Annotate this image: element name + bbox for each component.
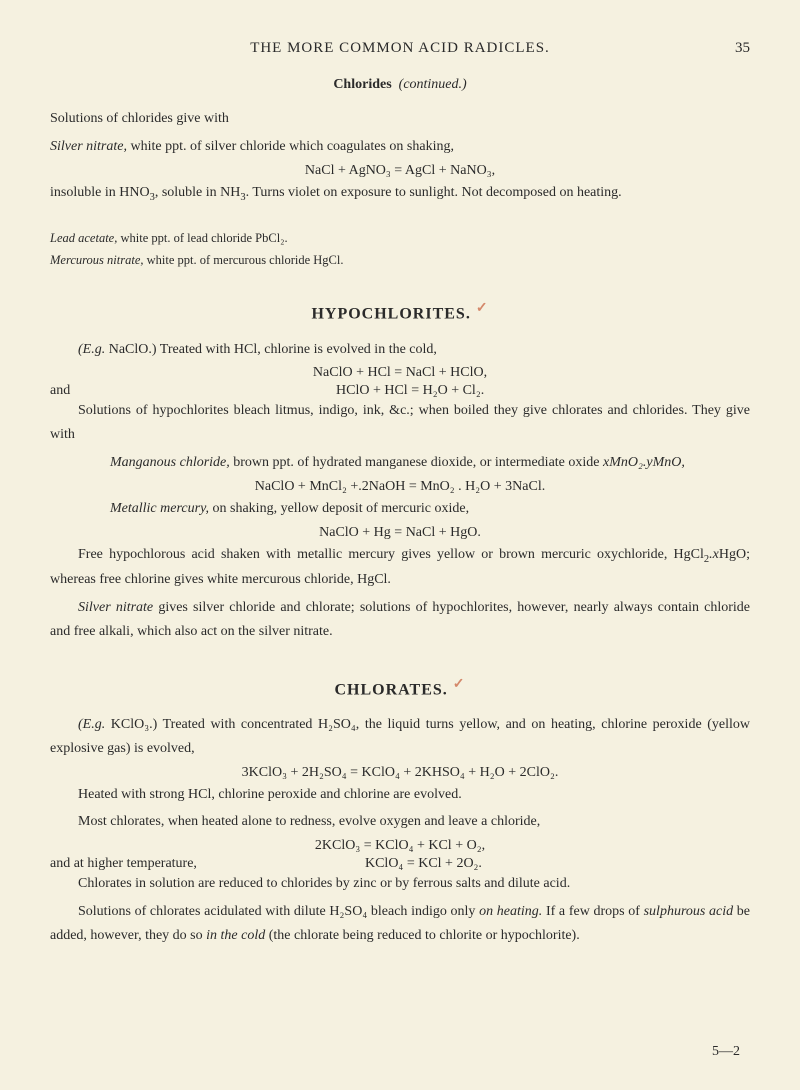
- hypochlorites-title-text: HYPOCHLORITES.: [311, 306, 470, 323]
- mercurous-nitrate-para: Mercurous nitrate, white ppt. of mercuro…: [50, 250, 750, 270]
- chlorates-eg-salt: KClO₃.): [105, 717, 157, 732]
- chlorides-subtitle: (continued.): [399, 77, 467, 92]
- chlorides-heading: Chlorides (continued.): [50, 77, 750, 93]
- hypo-eg-salt: NaClO.): [105, 342, 156, 357]
- hypo-eg-label: (E.g.: [78, 342, 105, 357]
- acid-ital3: in the cold: [206, 928, 265, 943]
- hypo-eg-para: (E.g. NaClO.) Treated with HCl, chlorine…: [50, 338, 750, 362]
- metallic-label: Metallic mercury,: [110, 501, 209, 516]
- chlorates-eq1: 3KClO₃ + 2H₂SO₄ = KClO₄ + 2KHSO₄ + H₂O +…: [50, 765, 750, 781]
- hypo-eg-text: Treated with HCl, chlorine is evolved in…: [157, 342, 437, 357]
- silver-nitrate-para: Silver nitrate, white ppt. of silver chl…: [50, 135, 750, 159]
- check-icon-2: ✓: [453, 677, 466, 692]
- insoluble-pre: insoluble in HNO: [50, 185, 150, 200]
- insoluble-mid: , soluble in NH: [155, 185, 241, 200]
- free-hypo-para: Free hypochlorous acid shaken with metal…: [50, 543, 750, 592]
- chlorates-eg-para: (E.g. KClO₃.) Treated with concentrated …: [50, 713, 750, 761]
- chlorates-eq2: 2KClO₃ = KClO₄ + KCl + O₂,: [50, 838, 750, 854]
- hypo-eq4: NaClO + Hg = NaCl + HgO.: [50, 525, 750, 541]
- silver-nitrate-label: Silver nitrate,: [50, 139, 127, 154]
- hypochlorites-heading: HYPOCHLORITES. ✓: [50, 300, 750, 323]
- chlorates-heated: Heated with strong HCl, chlorine peroxid…: [50, 783, 750, 807]
- bottom-mark: 5—2: [712, 1044, 740, 1060]
- free-part1: Free hypochlorous acid shaken with metal…: [78, 547, 704, 562]
- chlorates-most: Most chlorates, when heated alone to red…: [50, 810, 750, 834]
- lead-acetate-label: Lead acetate,: [50, 231, 117, 245]
- manganous-formula: xMnO₂.yMnO,: [603, 455, 685, 470]
- acid-part1: Solutions of chlorates acidulated with d…: [78, 904, 479, 919]
- acid-part4: (the chlorate being reduced to chlorite …: [265, 928, 580, 943]
- hypo-eq2: HClO + HCl = H₂O + Cl₂.: [70, 383, 750, 399]
- acid-ital1: on heating.: [479, 904, 542, 919]
- manganous-para: Manganous chloride, brown ppt. of hydrat…: [50, 451, 750, 475]
- insoluble-post: . Turns violet on exposure to sunlight. …: [246, 185, 622, 200]
- chlorates-higher-eq: KClO₄ = KCl + 2O₂.: [147, 856, 700, 872]
- chlorates-title-text: CHLORATES.: [334, 681, 447, 698]
- acid-ital2: sulphurous acid: [644, 904, 734, 919]
- page-number: 35: [735, 40, 750, 57]
- chlorates-eg-label: (E.g.: [78, 717, 105, 732]
- check-icon: ✓: [476, 301, 489, 316]
- acid-part2: If a few drops of: [542, 904, 643, 919]
- lead-acetate-text: white ppt. of lead chloride PbCl₂.: [117, 231, 287, 245]
- chlorates-acidulated: Solutions of chlorates acidulated with d…: [50, 900, 750, 948]
- chlorates-solution: Chlorates in solution are reduced to chl…: [50, 872, 750, 896]
- metallic-text: on shaking, yellow deposit of mercuric o…: [209, 501, 469, 516]
- hypo-silver-nitrate: Silver nitrate gives silver chloride and…: [50, 596, 750, 644]
- hypo-and: and: [50, 383, 70, 399]
- lead-acetate-para: Lead acetate, white ppt. of lead chlorid…: [50, 228, 750, 248]
- chlorides-eq1: NaCl + AgNO₃ = AgCl + NaNO₃,: [50, 163, 750, 179]
- manganous-label: Manganous chloride,: [110, 455, 230, 470]
- mercurous-nitrate-text: white ppt. of mercurous chloride HgCl.: [144, 253, 344, 267]
- mercurous-nitrate-label: Mercurous nitrate,: [50, 253, 144, 267]
- hypo-eq3: NaClO + MnCl₂ +.2NaOH = MnO₂ . H₂O + 3Na…: [50, 479, 750, 495]
- chlorates-heading: CHLORATES. ✓: [50, 676, 750, 699]
- manganous-text: brown ppt. of hydrated manganese dioxide…: [230, 455, 603, 470]
- hypo-silver-text: gives silver chloride and chlorate; solu…: [50, 600, 750, 639]
- hypo-silver-label: Silver nitrate: [78, 600, 153, 615]
- silver-nitrate-text: white ppt. of silver chloride which coag…: [127, 139, 454, 154]
- chlorides-title-text: Chlorides: [333, 77, 391, 92]
- chlorides-intro: Solutions of chlorides give with: [50, 107, 750, 131]
- hypo-eq1: NaClO + HCl = NaCl + HClO,: [50, 365, 750, 381]
- hypo-solutions: Solutions of hypochlorites bleach litmus…: [50, 399, 750, 447]
- insoluble-para: insoluble in HNO3, soluble in NH3. Turns…: [50, 181, 750, 207]
- metallic-para: Metallic mercury, on shaking, yellow dep…: [50, 497, 750, 521]
- header-title: THE MORE COMMON ACID RADICLES.: [250, 40, 550, 57]
